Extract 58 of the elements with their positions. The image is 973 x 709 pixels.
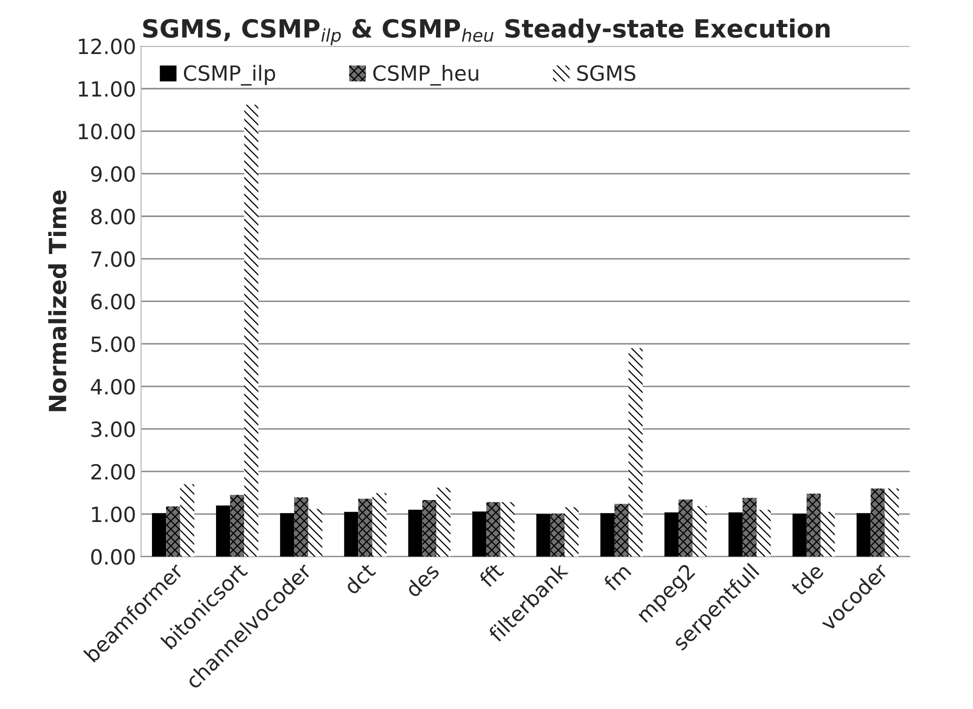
bar [472, 511, 486, 557]
y-tick-label: 12.00 [78, 38, 135, 54]
y-tick-label: 7.00 [92, 251, 135, 267]
bar [536, 514, 550, 557]
y-tick-label: 1.00 [92, 506, 135, 522]
bar [628, 348, 643, 557]
bar [230, 494, 244, 557]
bar [884, 488, 899, 557]
bar [408, 510, 422, 557]
y-tick-label: 3.00 [91, 421, 135, 438]
bar [692, 506, 707, 557]
bar [614, 504, 629, 557]
bar [486, 502, 500, 557]
legend-label: CSMP_heu [373, 64, 478, 86]
y-tick-label: 5.00 [91, 336, 135, 352]
bar [294, 497, 308, 557]
bar [216, 506, 230, 557]
legend-label: SGMS [577, 65, 636, 81]
bar [180, 484, 194, 557]
y-tick-label: 10.00 [78, 124, 135, 140]
bar [422, 500, 436, 557]
y-tick-label: 6.00 [91, 294, 135, 310]
bar [244, 104, 258, 557]
bar [820, 512, 835, 557]
x-tick-label: des [404, 562, 440, 598]
bar [550, 514, 564, 557]
bar [856, 513, 871, 557]
y-tick-label: 2.00 [91, 464, 135, 480]
bar [308, 508, 322, 557]
bar [500, 502, 515, 557]
bar [564, 507, 579, 557]
bar [678, 500, 693, 557]
bar [742, 498, 757, 557]
bar [152, 513, 166, 557]
bar [358, 498, 372, 557]
x-tick-label: dct [342, 562, 376, 596]
chart-title: SGMS, CSMP$_{ilp}$ & CSMP$_{heu}$ Steady-state Execution [143, 18, 830, 46]
y-axis-title: Normalized Time [48, 190, 66, 412]
bar [806, 494, 821, 557]
x-tick-label: fm [602, 562, 632, 592]
legend-label: CSMP_ilp [184, 64, 276, 86]
bar [280, 513, 294, 557]
x-tick-label: tde [790, 562, 824, 597]
bar [436, 488, 450, 557]
y-tick-label: 11.00 [78, 81, 135, 97]
bar [600, 513, 614, 557]
bar [344, 512, 358, 557]
bar [166, 506, 180, 557]
bar [372, 493, 386, 557]
y-tick-label: 9.00 [91, 166, 135, 182]
bar [756, 510, 771, 557]
y-tick-label: 4.00 [90, 378, 135, 395]
bar [728, 512, 743, 557]
bar [792, 514, 807, 557]
y-tick-label: 8.00 [91, 208, 135, 224]
y-tick-label: 0.00 [91, 549, 135, 565]
bar [870, 488, 885, 557]
bar [664, 512, 679, 557]
